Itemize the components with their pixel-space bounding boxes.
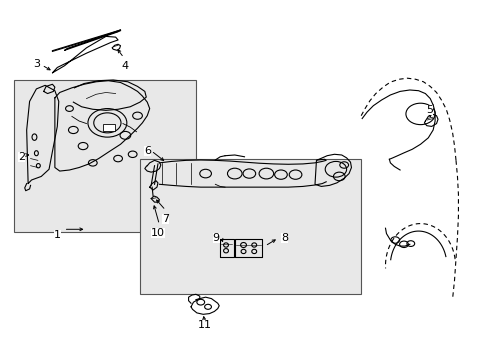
Text: 2: 2 xyxy=(18,152,25,162)
Bar xyxy=(140,158,361,294)
Text: 3: 3 xyxy=(33,59,40,69)
Text: 11: 11 xyxy=(197,320,211,330)
Text: 6: 6 xyxy=(143,147,150,157)
Text: 9: 9 xyxy=(212,233,220,243)
Text: 7: 7 xyxy=(162,214,169,224)
Text: 5: 5 xyxy=(425,105,432,115)
Text: 4: 4 xyxy=(122,61,129,71)
Text: 10: 10 xyxy=(151,228,164,238)
Text: 1: 1 xyxy=(54,230,61,240)
Bar xyxy=(102,124,115,131)
Bar xyxy=(14,80,196,232)
Text: 8: 8 xyxy=(280,233,287,243)
